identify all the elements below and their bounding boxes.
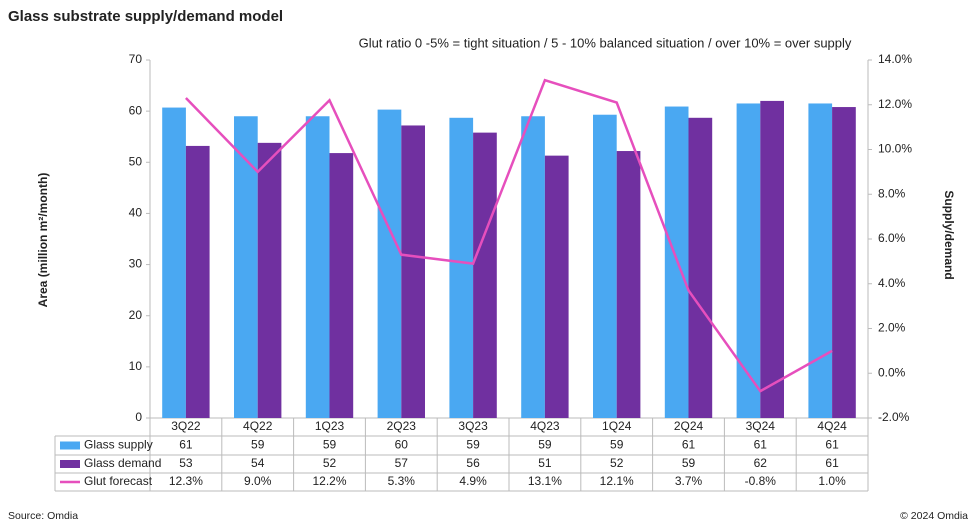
table-value: 12.1% <box>600 474 634 488</box>
bar <box>257 142 282 418</box>
table-value: 52 <box>610 456 624 470</box>
bar <box>736 103 761 418</box>
table-value: 59 <box>251 438 265 452</box>
table-value: 61 <box>179 438 193 452</box>
x-tick-label: 2Q23 <box>387 419 417 433</box>
table-value: 61 <box>825 438 839 452</box>
table-value: 62 <box>754 456 768 470</box>
y2-tick-label: 14.0% <box>878 52 912 66</box>
table-value: -0.8% <box>745 474 777 488</box>
x-tick-label: 3Q22 <box>171 419 201 433</box>
chart-title: Glass substrate supply/demand model <box>8 8 283 25</box>
bar <box>544 155 569 418</box>
bar <box>808 103 833 418</box>
y-axis-label: Area (million m²/month) <box>36 173 50 308</box>
y2-tick-label: 8.0% <box>878 186 906 200</box>
x-tick-label: 4Q23 <box>530 419 560 433</box>
table-value: 53 <box>179 456 193 470</box>
table-value: 9.0% <box>244 474 272 488</box>
annotation: Glut ratio 0 -5% = tight situation / 5 -… <box>359 35 852 50</box>
y-tick-label: 70 <box>129 52 143 66</box>
table-value: 5.3% <box>388 474 416 488</box>
y2-tick-label: 12.0% <box>878 97 912 111</box>
y2-tick-label: 10.0% <box>878 142 912 156</box>
y-tick-label: 60 <box>129 103 143 117</box>
line <box>185 78 833 393</box>
y-tick-label: 40 <box>129 206 143 220</box>
table-value: 52 <box>323 456 337 470</box>
x-tick-label: 1Q24 <box>602 419 632 433</box>
table-value: 54 <box>251 456 265 470</box>
y2-tick-label: 2.0% <box>878 321 906 335</box>
table-value: 4.9% <box>459 474 487 488</box>
table-value: 61 <box>825 456 839 470</box>
copyright: © 2024 Omdia <box>900 510 968 522</box>
bar <box>760 100 784 419</box>
table-value: 57 <box>395 456 409 470</box>
bar <box>162 107 186 418</box>
y2-axis-label: Supply/demand <box>942 190 956 279</box>
y-tick-label: 50 <box>129 154 143 168</box>
bar <box>305 116 330 418</box>
table-value: 60 <box>395 438 409 452</box>
bar <box>234 116 258 418</box>
table-value: 56 <box>466 456 480 470</box>
table-value: 12.2% <box>312 474 346 488</box>
bar <box>449 117 474 418</box>
y-tick-label: 30 <box>129 257 143 271</box>
table-value: 59 <box>538 438 552 452</box>
table-value: 1.0% <box>818 474 846 488</box>
y-tick-label: 10 <box>129 359 143 373</box>
table-value: 59 <box>610 438 624 452</box>
table-value: 12.3% <box>169 474 203 488</box>
x-tick-label: 3Q23 <box>458 419 488 433</box>
y-tick-label: 0 <box>135 410 142 424</box>
bar <box>185 145 210 419</box>
y2-tick-label: 4.0% <box>878 276 906 290</box>
legend-label: Glut forecast <box>84 474 153 488</box>
table-value: 59 <box>466 438 480 452</box>
x-tick-label: 3Q24 <box>746 419 776 433</box>
bar <box>473 132 497 418</box>
bar <box>616 151 641 418</box>
legend-label: Glass supply <box>84 438 153 452</box>
x-tick-label: 4Q22 <box>243 419 273 433</box>
y2-tick-label: -2.0% <box>878 410 910 424</box>
y-tick-label: 20 <box>129 308 143 322</box>
bar <box>401 125 425 418</box>
y2-tick-label: 6.0% <box>878 231 906 245</box>
legend-swatch <box>60 441 80 450</box>
bar <box>329 153 354 418</box>
bar <box>832 107 856 419</box>
table-value: 3.7% <box>675 474 703 488</box>
x-tick-label: 1Q23 <box>315 419 345 433</box>
legend-label: Glass demand <box>84 456 161 470</box>
bar <box>593 114 617 419</box>
bar <box>688 117 713 418</box>
source: Source: Omdia <box>8 510 78 522</box>
y2-tick-label: 0.0% <box>878 365 906 379</box>
table-value: 51 <box>538 456 552 470</box>
x-tick-label: 4Q24 <box>817 419 847 433</box>
bar <box>521 116 545 418</box>
legend-swatch <box>60 460 80 468</box>
x-tick-label: 2Q24 <box>674 419 704 433</box>
table-value: 13.1% <box>528 474 562 488</box>
table-value: 61 <box>682 438 696 452</box>
bar <box>377 109 402 418</box>
table-value: 61 <box>754 438 768 452</box>
table-value: 59 <box>323 438 337 452</box>
table-value: 59 <box>682 456 696 470</box>
